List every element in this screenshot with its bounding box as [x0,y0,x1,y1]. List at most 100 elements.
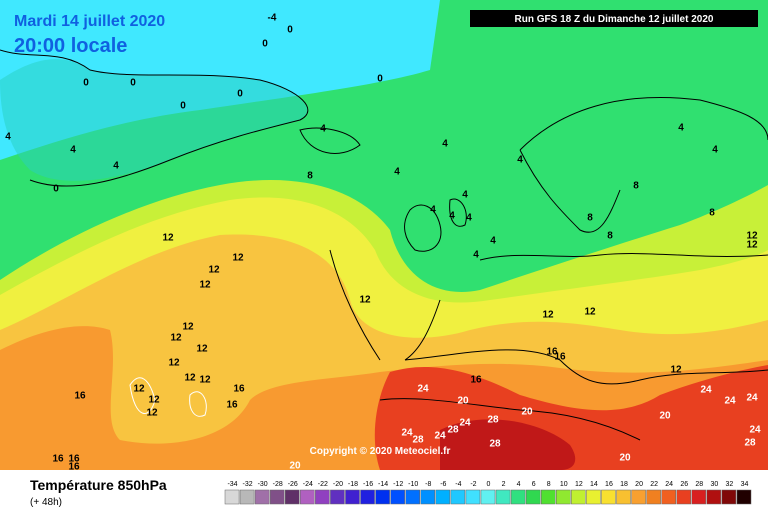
isotherm-label: 4 [5,132,11,143]
isotherm-label: 28 [487,415,499,426]
isotherm-label: 12 [196,344,208,355]
scale-tick: -26 [288,481,298,488]
dark-red-zone [440,419,576,470]
scale-swatch [269,489,285,505]
scale-swatch [465,489,481,505]
isotherm-label: 24 [459,418,471,429]
isotherm-label: 12 [542,310,554,321]
isotherm-label: 16 [74,391,86,402]
scale-tick: -4 [455,481,461,488]
british-isles [404,198,467,252]
scale-swatch [284,489,300,505]
footer-title: Température 850hPa [30,477,167,493]
isotherm-label: 12 [168,358,180,369]
isotherm-label: 4 [473,250,479,261]
isotherm-label: 12 [184,373,196,384]
isotherm-label: 16 [470,375,482,386]
isotherm-label: 24 [724,396,736,407]
scale-tick: -10 [408,481,418,488]
isotherm-label: 16 [68,454,80,465]
scale-swatch [224,489,240,505]
isotherm-label: 16 [554,352,566,363]
europe-coast [479,97,768,261]
scale-tick: 16 [605,481,613,488]
isotherm-label: 4 [320,124,326,135]
scale-tick: -8 [425,481,431,488]
scale-tick: -16 [363,481,373,488]
scale-tick: 2 [502,481,506,488]
color-scale: -34 -32 -30 -28 -26 -24 -22 -20 -18 -16 -14 -12 -10-… [224,481,752,505]
isotherm-label: 16 [52,454,64,465]
isotherm-label: 0 [237,89,243,100]
isotherm-label: 20 [457,396,469,407]
scale-swatch [360,489,375,505]
scale-swatch [556,489,571,505]
isotherm-label: 24 [417,384,429,395]
scale-tick: 8 [547,481,551,488]
isotherm-label: 4 [442,139,448,150]
scale-tick: 26 [680,481,688,488]
isotherm-label: 12 [746,231,758,242]
scale-swatch [706,489,722,505]
scale-swatch [330,489,345,505]
isotherm-label: 0 [262,39,268,50]
scale-tick: 30 [710,481,718,488]
scale-tick: -28 [273,481,283,488]
scale-tick: 24 [665,481,673,488]
isotherm-label: 12 [162,233,174,244]
run: Run GFS 18 Z du Dimanche 12 juillet 2020 [515,14,714,25]
scale-swatch [345,489,360,505]
scale-tick: 0 [487,481,491,488]
scale-swatch [480,489,496,505]
isotherm-label: 16 [226,400,238,411]
isotherm-label: 20 [289,461,301,472]
copyright: Copyright © 2020 Meteociel.fr [310,446,451,457]
scale-swatch [646,489,661,505]
scale-tick: 32 [726,481,734,488]
isotherm-label: 8 [307,171,313,182]
azores [129,377,207,417]
date: Mardi 14 juillet 2020 [14,13,165,30]
scale-swatch [691,489,707,505]
scale-tick: -12 [393,481,403,488]
run-box [470,10,758,27]
scale-swatch [661,489,676,505]
greenland [0,59,308,181]
isotherm-label: 12 [199,375,211,386]
scale-tick: 20 [635,481,643,488]
isotherm-label: 12 [199,280,211,291]
scale-tick: 28 [695,481,703,488]
isotherm-label: 16 [233,384,245,395]
scale-tick: -32 [243,481,253,488]
isotherm-label: 20 [659,411,671,422]
isotherm-label: 8 [709,208,715,219]
scale-tick: 18 [620,481,628,488]
isotherm-label: 20 [521,407,533,418]
scale-swatch [435,489,451,505]
isotherm-label: 8 [587,213,593,224]
isotherm-label: 16 [68,462,80,473]
scale-swatch [721,489,737,505]
scale-tick: 6 [532,481,536,488]
isotherm-label: 0 [130,78,136,89]
scale-tick: -18 [348,481,358,488]
isotherm-label: -4 [268,13,277,24]
africa-coast [379,398,641,441]
scale-swatch [315,489,330,505]
isotherm-label: 28 [447,425,459,436]
scale-swatch [586,489,601,505]
isotherm-label: 8 [633,181,639,192]
scale-swatch [375,489,390,505]
scale-swatch [525,489,541,505]
footer-lead: (+ 48h) [30,497,62,508]
isotherm-label: 8 [607,231,613,242]
isotherm-label: 12 [208,265,220,276]
isotherm-label: 12 [133,384,145,395]
isotherm-label: 4 [449,211,455,222]
scale-tick: 12 [575,481,583,488]
scale-swatch [540,489,556,505]
scale-swatch [616,489,631,505]
scale-swatch [254,489,270,505]
